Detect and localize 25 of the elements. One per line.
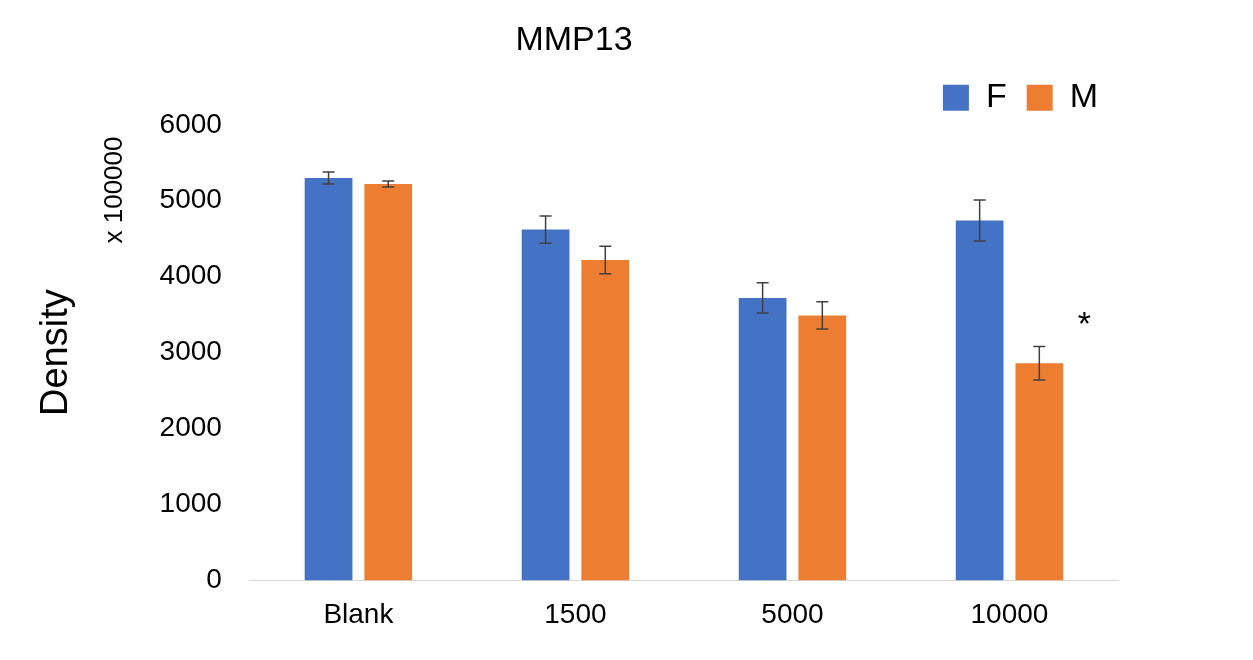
bar [1015,363,1064,581]
bar [738,297,787,581]
bar [364,184,413,581]
x-tick-label: 1500 [544,597,607,629]
bar [955,220,1004,581]
bar [304,177,353,581]
bar [521,229,570,581]
legend-label: F [985,76,1007,115]
y-axis-title: Density [33,289,76,416]
bar [581,259,630,581]
text: x 100000 [98,136,129,244]
x-tick-label: Blank [323,597,395,629]
y-tick-label: 0 [206,563,222,595]
y-tick-label: 5000 [159,183,222,215]
x-tick-label: 10000 [970,597,1049,629]
bar [798,315,847,581]
x-tick-label: 5000 [761,597,824,629]
y-tick-label: 4000 [159,259,222,291]
chart-title: MMP13 [515,18,633,57]
annotation: * [1077,303,1091,342]
y-tick-label: 3000 [159,335,222,367]
y-tick-label: 1000 [159,487,222,519]
y-tick-label: 6000 [159,107,222,139]
y-tick-label: 2000 [159,411,222,443]
legend-label: M [1069,76,1099,115]
